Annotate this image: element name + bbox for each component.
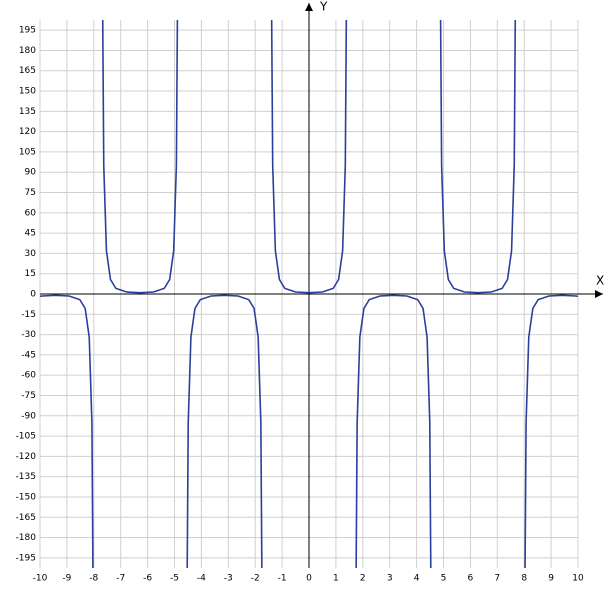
y-tick-label: 165: [19, 66, 36, 76]
x-tick-label: 2: [360, 574, 366, 584]
y-tick-label: -60: [21, 371, 36, 381]
y-axis-label: Y: [319, 0, 328, 14]
y-tick-label: 60: [25, 208, 37, 218]
x-tick-label: 4: [414, 574, 420, 584]
y-tick-label: 0: [30, 290, 36, 300]
x-tick-label: -7: [116, 574, 125, 584]
y-tick-label: -150: [16, 492, 37, 502]
y-tick-label: -75: [21, 391, 36, 401]
y-tick-label: -30: [21, 330, 36, 340]
y-tick-label: 75: [25, 188, 36, 198]
x-tick-label: -6: [143, 574, 152, 584]
x-tick-label: 10: [572, 574, 584, 584]
y-tick-label: -90: [21, 411, 36, 421]
y-tick-label: 105: [19, 147, 36, 157]
x-arrow: [595, 290, 603, 298]
y-tick-label: 90: [25, 168, 37, 178]
x-tick-label: 7: [494, 574, 500, 584]
y-tick-label: -165: [16, 513, 36, 523]
y-tick-label: -195: [16, 553, 36, 563]
x-tick-label: 6: [468, 574, 474, 584]
curve: [40, 20, 578, 568]
y-tick-label: -105: [16, 432, 36, 442]
y-tick-label: -180: [16, 533, 37, 543]
x-tick-label: 9: [548, 574, 554, 584]
y-tick-label: 135: [19, 107, 36, 117]
x-tick-label: -3: [224, 574, 233, 584]
y-tick-label: 180: [19, 46, 36, 56]
x-tick-label: -10: [33, 574, 48, 584]
x-tick-label: 0: [306, 574, 312, 584]
y-tick-label: 45: [25, 229, 36, 239]
y-tick-label: 15: [25, 269, 36, 279]
y-tick-label: -135: [16, 472, 36, 482]
x-tick-label: -9: [62, 574, 71, 584]
y-tick-label: -120: [16, 452, 37, 462]
x-tick-label: 1: [333, 574, 339, 584]
x-axis-label: X: [596, 274, 604, 288]
y-tick-label: 120: [19, 127, 36, 137]
x-tick-label: -1: [278, 574, 287, 584]
x-tick-label: -2: [251, 574, 260, 584]
y-tick-label: -15: [21, 310, 36, 320]
y-tick-label: 150: [19, 87, 36, 97]
y-tick-label: -45: [21, 350, 36, 360]
y-tick-label: 195: [19, 26, 36, 36]
y-tick-label: 30: [25, 249, 37, 259]
x-tick-label: 3: [387, 574, 393, 584]
plot-area: [40, 20, 578, 568]
x-tick-label: -5: [170, 574, 179, 584]
x-tick-label: -8: [89, 574, 98, 584]
y-arrow: [305, 3, 313, 11]
x-tick-label: 8: [521, 574, 527, 584]
x-tick-label: -4: [197, 574, 206, 584]
x-tick-label: 5: [441, 574, 447, 584]
